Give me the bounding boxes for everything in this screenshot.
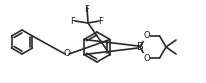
Text: F: F xyxy=(98,17,103,25)
Text: O: O xyxy=(143,31,149,40)
Text: B: B xyxy=(136,42,143,52)
Text: F: F xyxy=(70,17,75,25)
Text: O: O xyxy=(63,49,70,59)
Text: O: O xyxy=(143,54,149,63)
Text: F: F xyxy=(84,4,89,14)
